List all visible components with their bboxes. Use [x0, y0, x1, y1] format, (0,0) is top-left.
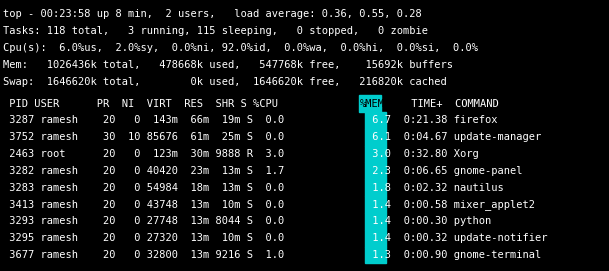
Bar [365, 179, 386, 196]
Text: Mem:   1026436k total,   478668k used,   547768k free,    15692k buffers: Mem: 1026436k total, 478668k used, 54776… [3, 60, 453, 70]
Text: TIME+  COMMAND: TIME+ COMMAND [380, 99, 499, 108]
Bar [365, 146, 386, 162]
Bar [359, 95, 381, 112]
Text: 1.3: 1.3 [366, 250, 391, 260]
Bar [365, 247, 386, 263]
Text: 3287 ramesh    20   0  143m  66m  19m S  0.0: 3287 ramesh 20 0 143m 66m 19m S 0.0 [3, 115, 290, 125]
Text: 1.4: 1.4 [366, 233, 391, 243]
Bar [365, 162, 386, 179]
Text: 0:00.90 gnome-terminal: 0:00.90 gnome-terminal [385, 250, 541, 260]
Text: 3295 ramesh    20   0 27320  13m  10m S  0.0: 3295 ramesh 20 0 27320 13m 10m S 0.0 [3, 233, 290, 243]
Text: %MEM: %MEM [360, 99, 385, 108]
Text: 6.1: 6.1 [366, 132, 391, 142]
Text: 6.7: 6.7 [366, 115, 391, 125]
Text: 0:00.30 python: 0:00.30 python [385, 216, 491, 226]
Text: PID USER      PR  NI  VIRT  RES  SHR S %CPU: PID USER PR NI VIRT RES SHR S %CPU [3, 99, 284, 108]
Text: 1.4: 1.4 [366, 199, 391, 209]
Text: 0:04.67 update-manager: 0:04.67 update-manager [385, 132, 541, 142]
Text: 0:00.32 update-notifier: 0:00.32 update-notifier [385, 233, 547, 243]
Text: 2.3: 2.3 [366, 166, 391, 176]
Text: 1.4: 1.4 [366, 216, 391, 226]
Text: 3282 ramesh    20   0 40420  23m  13m S  1.7: 3282 ramesh 20 0 40420 23m 13m S 1.7 [3, 166, 290, 176]
Text: 3677 ramesh    20   0 32800  13m 9216 S  1.0: 3677 ramesh 20 0 32800 13m 9216 S 1.0 [3, 250, 290, 260]
Text: 0:02.32 nautilus: 0:02.32 nautilus [385, 183, 504, 193]
Text: top - 00:23:58 up 8 min,  2 users,   load average: 0.36, 0.55, 0.28: top - 00:23:58 up 8 min, 2 users, load a… [3, 9, 422, 19]
Text: 0:32.80 Xorg: 0:32.80 Xorg [385, 149, 479, 159]
Bar [365, 196, 386, 213]
Text: 3293 ramesh    20   0 27748  13m 8044 S  0.0: 3293 ramesh 20 0 27748 13m 8044 S 0.0 [3, 216, 290, 226]
Text: Tasks: 118 total,   3 running, 115 sleeping,   0 stopped,   0 zombie: Tasks: 118 total, 3 running, 115 sleepin… [3, 26, 428, 36]
Text: 2463 root      20   0  123m  30m 9888 R  3.0: 2463 root 20 0 123m 30m 9888 R 3.0 [3, 149, 290, 159]
Bar [365, 230, 386, 247]
Text: 0:00.58 mixer_applet2: 0:00.58 mixer_applet2 [385, 199, 535, 210]
Text: Cpu(s):  6.0%us,  2.0%sy,  0.0%ni, 92.0%id,  0.0%wa,  0.0%hi,  0.0%si,  0.0%: Cpu(s): 6.0%us, 2.0%sy, 0.0%ni, 92.0%id,… [3, 43, 478, 53]
Text: 3.0: 3.0 [366, 149, 391, 159]
Bar [365, 129, 386, 146]
Bar [365, 112, 386, 129]
Text: 0:21.38 firefox: 0:21.38 firefox [385, 115, 498, 125]
Text: 3413 ramesh    20   0 43748  13m  10m S  0.0: 3413 ramesh 20 0 43748 13m 10m S 0.0 [3, 199, 290, 209]
Text: 3283 ramesh    20   0 54984  18m  13m S  0.0: 3283 ramesh 20 0 54984 18m 13m S 0.0 [3, 183, 290, 193]
Text: 0:06.65 gnome-panel: 0:06.65 gnome-panel [385, 166, 523, 176]
Text: Swap:  1646620k total,        0k used,  1646620k free,   216820k cached: Swap: 1646620k total, 0k used, 1646620k … [3, 77, 447, 87]
Bar [365, 213, 386, 230]
Text: 1.8: 1.8 [366, 183, 391, 193]
Text: 3752 ramesh    30  10 85676  61m  25m S  0.0: 3752 ramesh 30 10 85676 61m 25m S 0.0 [3, 132, 290, 142]
